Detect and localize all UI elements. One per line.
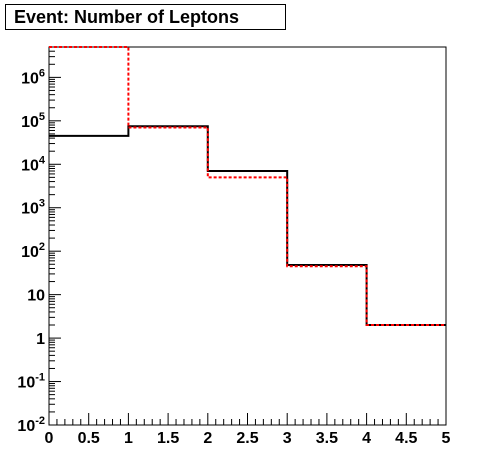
y-tick-exponent: 2 (39, 241, 45, 253)
y-tick-label: 106 (21, 67, 45, 87)
y-tick-base: 10 (17, 418, 35, 435)
axes: 0 0.5 1 1.5 2 2.5 3 3.5 4 4.5 510-210-111010210310… (17, 50, 451, 447)
y-tick-label: 1 (36, 331, 45, 348)
y-tick-exponent: -1 (35, 372, 45, 384)
y-tick-base: 10 (21, 157, 39, 174)
histogram-series-1 (49, 125, 446, 327)
y-tick-exponent: 6 (39, 67, 45, 79)
y-tick-label: 102 (21, 241, 45, 261)
y-tick-exponent: -2 (35, 415, 45, 427)
x-tick-label: 1.5 (157, 430, 179, 447)
y-tick-label: 104 (21, 154, 46, 174)
x-tick-label: 2.5 (236, 430, 258, 447)
y-tick-label: 10-2 (17, 415, 45, 435)
chart-title: Event: Number of Leptons (5, 4, 286, 30)
y-tick-label: 105 (21, 111, 45, 131)
y-tick-exponent: 3 (39, 198, 45, 210)
y-tick-base: 10 (17, 375, 35, 392)
x-tick-label: 4.5 (395, 430, 417, 447)
x-tick-label: 2 (203, 430, 212, 447)
y-tick-exponent: 4 (39, 154, 46, 166)
y-tick-base: 10 (21, 244, 39, 261)
x-tick-label: 0.5 (78, 430, 100, 447)
y-tick-base: 10 (21, 201, 39, 218)
x-tick-label: 3.5 (316, 430, 338, 447)
y-tick-base: 10 (21, 114, 39, 131)
y-tick-base: 10 (27, 288, 45, 305)
y-tick-base: 10 (21, 70, 39, 87)
histogram-series-2 (49, 46, 446, 327)
series-layer (49, 46, 446, 327)
x-tick-label: 3 (283, 430, 292, 447)
x-tick-label: 4 (362, 430, 371, 447)
y-tick-exponent: 5 (39, 111, 45, 123)
y-tick-label: 103 (21, 198, 45, 218)
y-tick-label: 10-1 (17, 372, 45, 392)
y-tick-label: 10 (27, 288, 45, 305)
x-tick-label: 1 (124, 430, 133, 447)
plot-frame (48, 46, 447, 426)
y-tick-base: 1 (36, 331, 45, 348)
x-tick-label: 5 (442, 430, 451, 447)
x-tick-label: 0 (45, 430, 54, 447)
